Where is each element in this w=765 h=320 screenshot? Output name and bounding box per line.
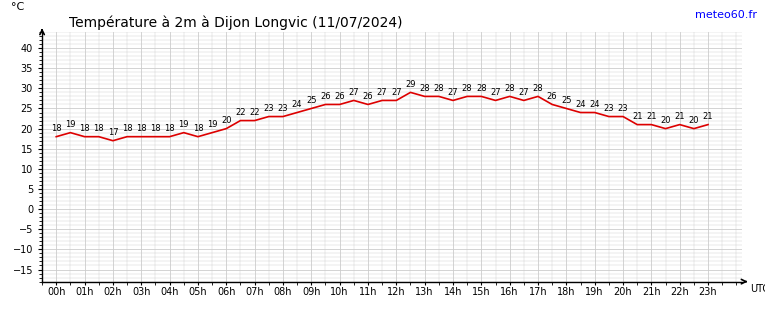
Text: 18: 18 [150, 124, 161, 133]
Text: 18: 18 [51, 124, 61, 133]
Text: 29: 29 [405, 80, 415, 89]
Text: °C: °C [11, 2, 24, 12]
Text: UTC: UTC [750, 284, 765, 294]
Text: 27: 27 [519, 88, 529, 97]
Text: 27: 27 [448, 88, 458, 97]
Text: 23: 23 [263, 104, 274, 113]
Text: 18: 18 [164, 124, 175, 133]
Text: 23: 23 [617, 104, 628, 113]
Text: 22: 22 [235, 108, 246, 117]
Text: 28: 28 [504, 84, 515, 93]
Text: 18: 18 [93, 124, 104, 133]
Text: 28: 28 [419, 84, 430, 93]
Text: 27: 27 [391, 88, 402, 97]
Text: meteo60.fr: meteo60.fr [695, 10, 757, 20]
Text: 18: 18 [193, 124, 203, 133]
Text: 18: 18 [80, 124, 90, 133]
Text: 28: 28 [476, 84, 487, 93]
Text: 21: 21 [675, 112, 685, 121]
Text: 21: 21 [646, 112, 656, 121]
Text: 26: 26 [334, 92, 345, 101]
Text: 26: 26 [363, 92, 373, 101]
Text: 19: 19 [178, 120, 189, 129]
Text: 28: 28 [532, 84, 543, 93]
Text: 21: 21 [703, 112, 713, 121]
Text: 24: 24 [292, 100, 302, 109]
Text: 22: 22 [249, 108, 260, 117]
Text: Température à 2m à Dijon Longvic (11/07/2024): Température à 2m à Dijon Longvic (11/07/… [69, 16, 402, 30]
Text: 20: 20 [688, 116, 699, 125]
Text: 20: 20 [660, 116, 671, 125]
Text: 23: 23 [604, 104, 614, 113]
Text: 19: 19 [65, 120, 76, 129]
Text: 26: 26 [321, 92, 330, 101]
Text: 25: 25 [306, 96, 317, 105]
Text: 28: 28 [434, 84, 444, 93]
Text: 26: 26 [547, 92, 558, 101]
Text: 27: 27 [377, 88, 387, 97]
Text: 19: 19 [207, 120, 217, 129]
Text: 18: 18 [136, 124, 147, 133]
Text: 21: 21 [632, 112, 643, 121]
Text: 24: 24 [575, 100, 586, 109]
Text: 23: 23 [278, 104, 288, 113]
Text: 25: 25 [561, 96, 571, 105]
Text: 27: 27 [490, 88, 501, 97]
Text: 18: 18 [122, 124, 132, 133]
Text: 28: 28 [462, 84, 473, 93]
Text: 27: 27 [349, 88, 359, 97]
Text: 17: 17 [108, 128, 119, 137]
Text: 24: 24 [590, 100, 600, 109]
Text: 20: 20 [221, 116, 232, 125]
